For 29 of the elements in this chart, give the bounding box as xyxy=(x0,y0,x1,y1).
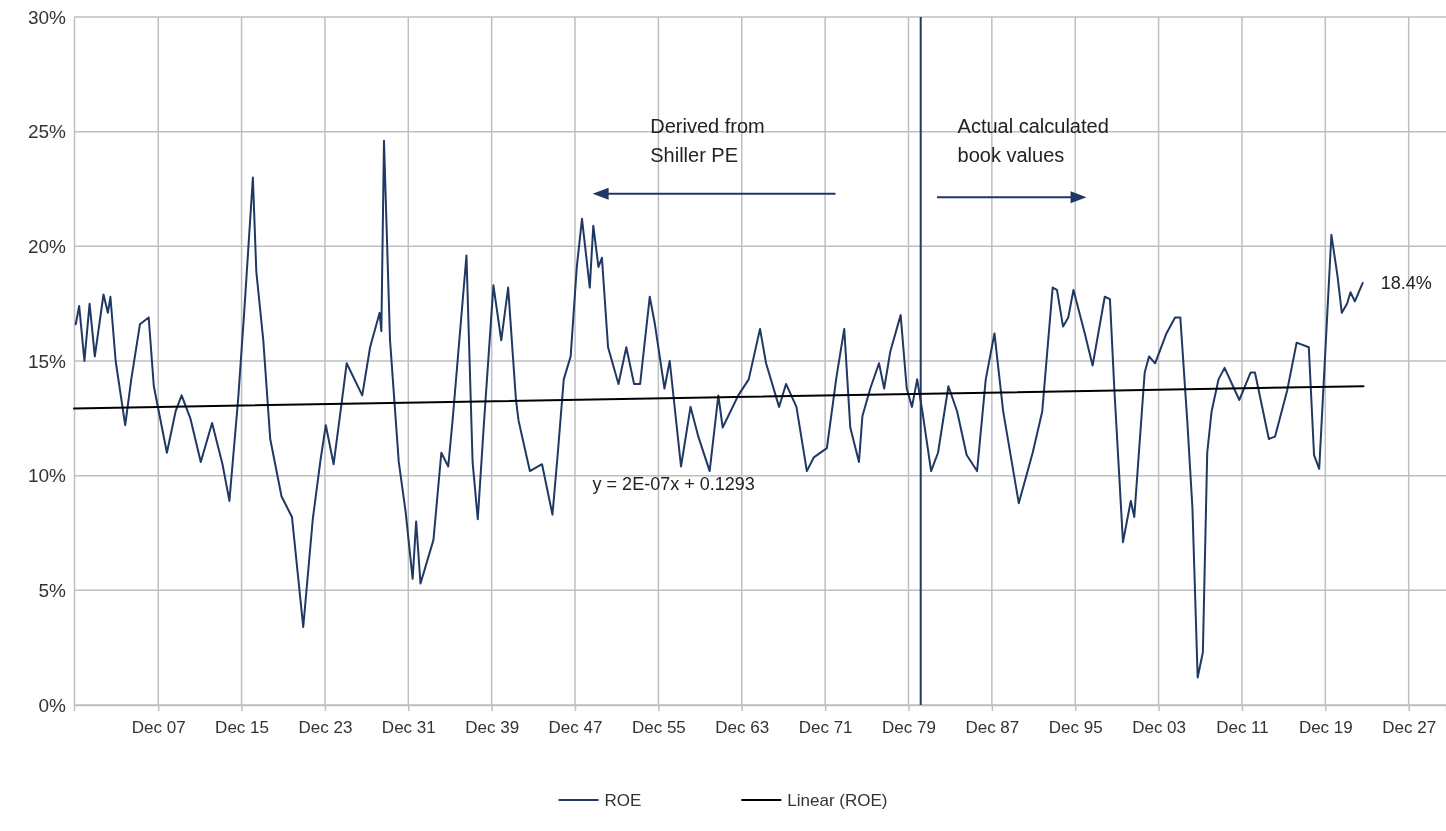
annotation: 18.4% xyxy=(1380,273,1432,294)
x-tick-label: Dec 95 xyxy=(1048,717,1103,737)
x-tick-label: Dec 79 xyxy=(882,717,936,737)
y-tick-label: 30% xyxy=(27,6,67,28)
x-tick-label: Dec 63 xyxy=(715,717,770,737)
x-tick-label: Dec 15 xyxy=(215,717,269,737)
y-tick-label: 15% xyxy=(27,350,67,372)
x-tick-label: Dec 47 xyxy=(548,717,603,737)
x-tick-label: Dec 87 xyxy=(965,717,1020,737)
y-tick-label: 25% xyxy=(27,121,67,143)
y-tick-label: 20% xyxy=(27,235,67,257)
y-tick-label: 10% xyxy=(27,465,67,487)
x-tick-label: Dec 07 xyxy=(131,717,186,737)
annotation: y = 2E-07x + 0.1293 xyxy=(592,474,755,495)
x-tick-label: Dec 19 xyxy=(1298,717,1353,737)
y-tick-label: 5% xyxy=(38,579,67,601)
x-tick-label: Dec 71 xyxy=(798,717,853,737)
annotation: Derived from Shiller PE xyxy=(650,115,765,167)
x-tick-label: Dec 23 xyxy=(298,717,353,737)
x-tick-label: Dec 11 xyxy=(1216,717,1269,737)
x-tick-label: Dec 27 xyxy=(1382,717,1437,737)
y-tick-label: 0% xyxy=(38,694,67,716)
annotation: Actual calculated book values xyxy=(957,115,1109,167)
x-tick-label: Dec 39 xyxy=(465,717,520,737)
legend-label: Linear (ROE) xyxy=(787,791,888,810)
legend-label: ROE xyxy=(604,791,642,810)
x-tick-label: Dec 03 xyxy=(1132,717,1187,737)
x-tick-label: Dec 31 xyxy=(381,717,436,737)
x-tick-label: Dec 55 xyxy=(631,717,686,737)
